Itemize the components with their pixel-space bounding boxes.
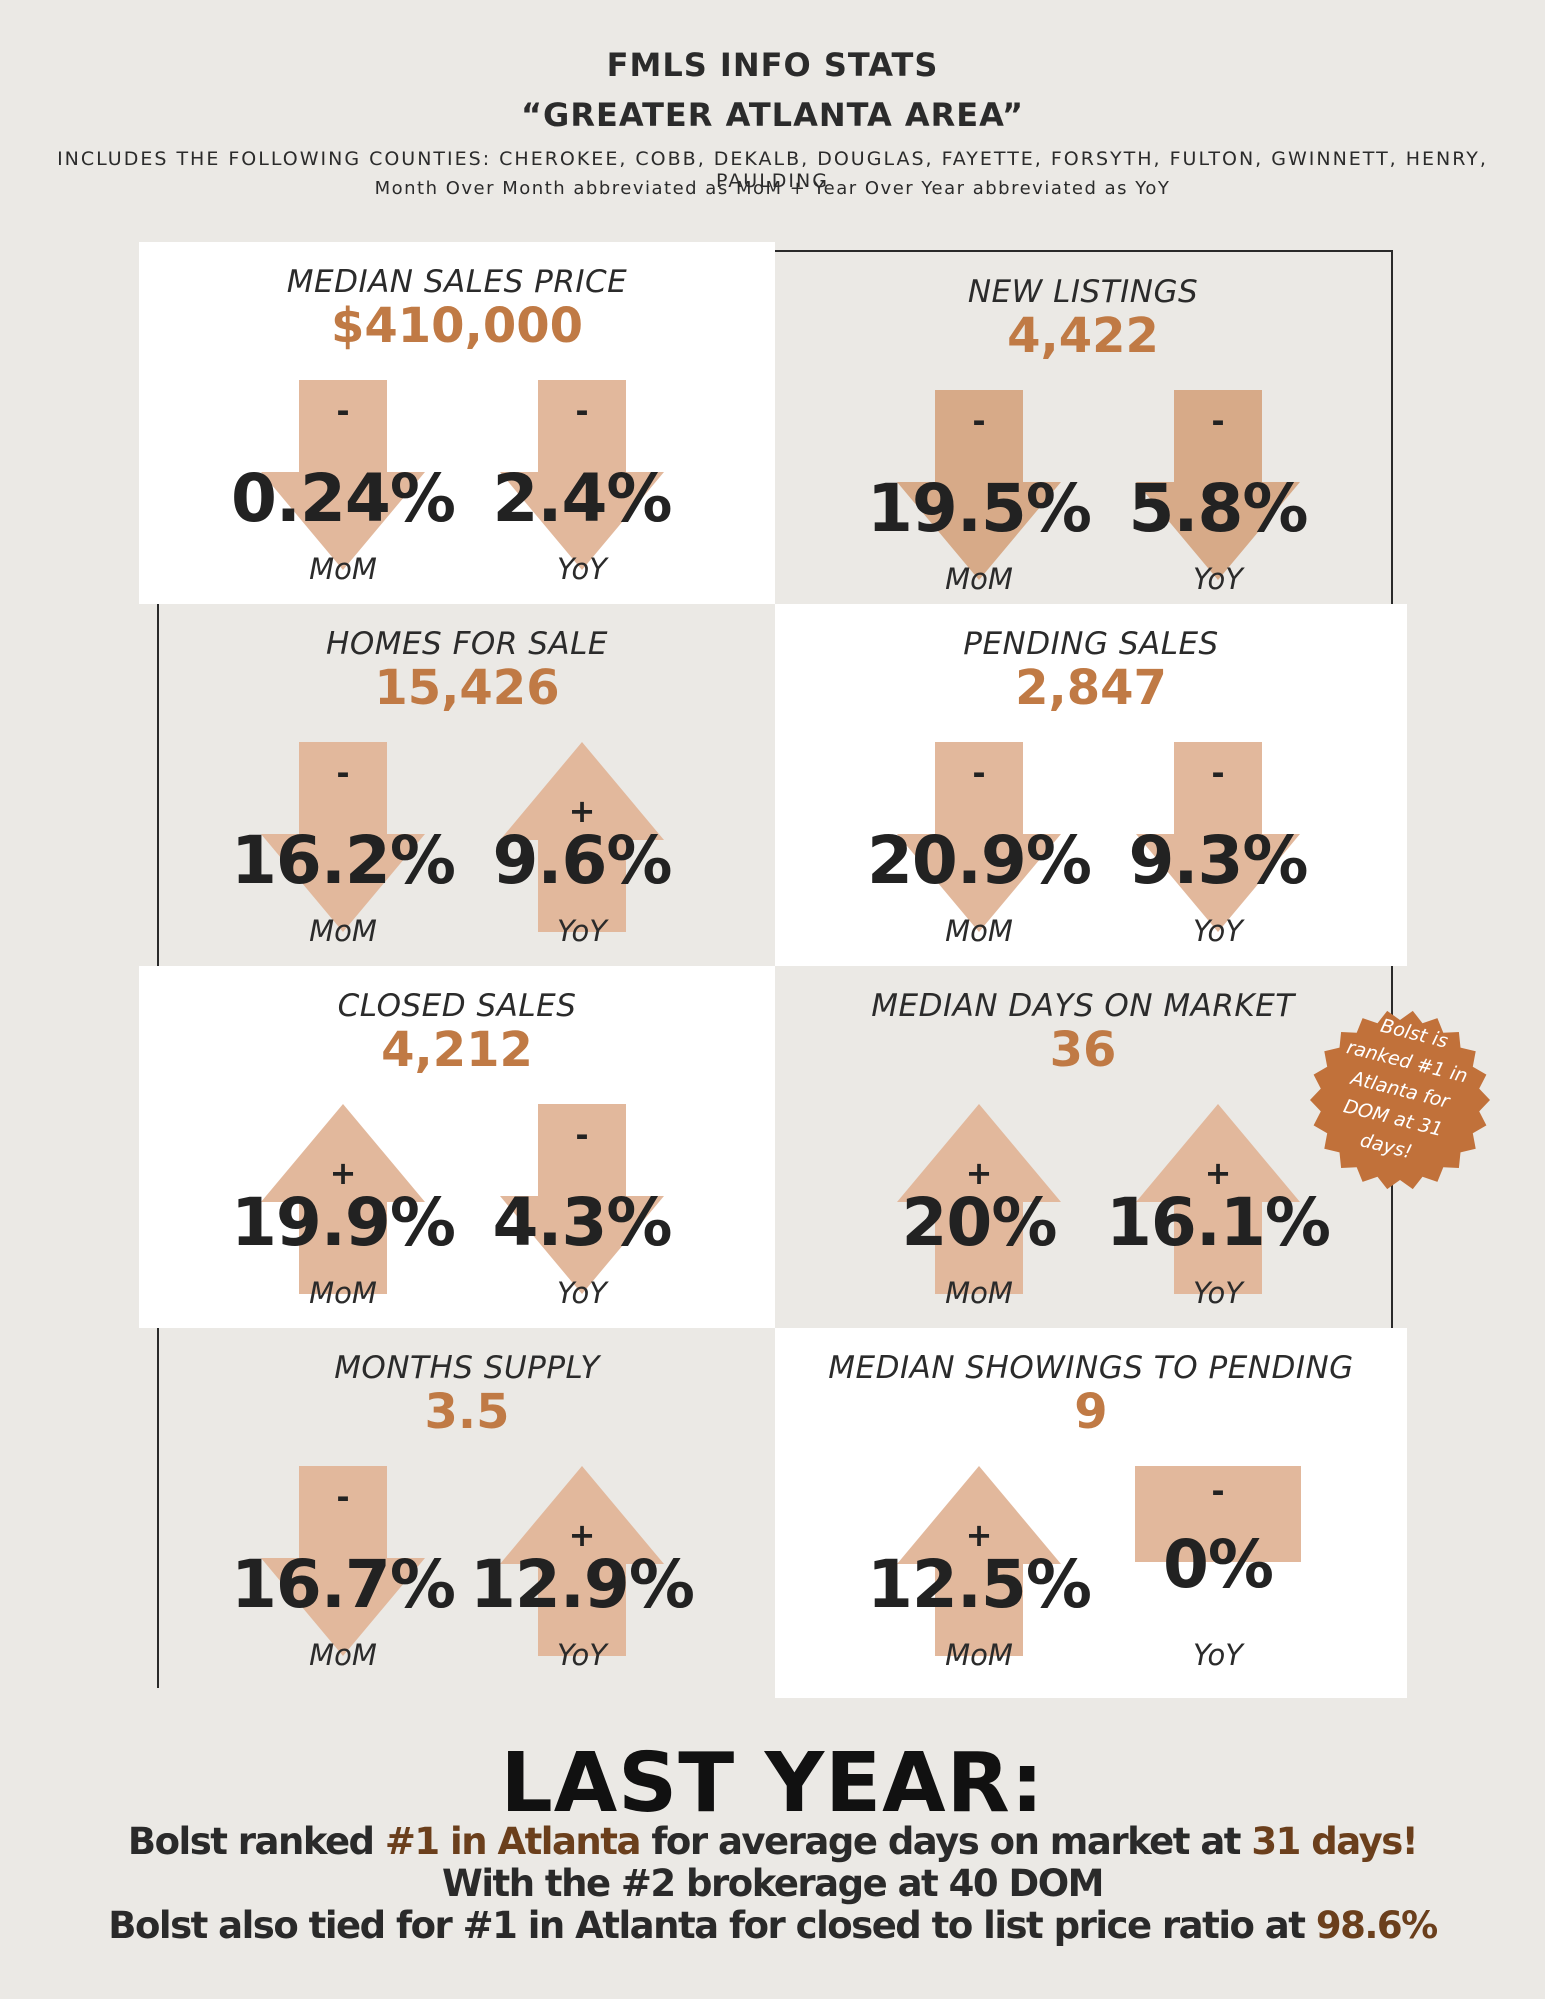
yoy-indicator: +12.9% YoY <box>470 1466 695 1686</box>
change-percent: 19.9% <box>231 1184 456 1261</box>
yoy-indicator: - 0% YoY <box>1118 1466 1318 1686</box>
change-sign: + <box>1204 1154 1232 1192</box>
last-year-title: LAST YEAR: <box>500 1736 1045 1831</box>
abbreviation-note: Month Over Month abbreviated as MoM + Ye… <box>374 178 1171 199</box>
change-sign: + <box>965 1516 993 1554</box>
stat-title: MEDIAN DAYS ON MARKET <box>871 988 1295 1024</box>
period-label: MoM <box>309 1638 377 1672</box>
change-sign: - <box>336 1478 350 1516</box>
change-sign: - <box>336 754 350 792</box>
change-percent: 19.5% <box>867 470 1092 547</box>
change-percent: 16.1% <box>1106 1184 1331 1261</box>
stat-title: MEDIAN SALES PRICE <box>286 264 628 300</box>
change-percent: 9.3% <box>1128 822 1308 899</box>
change-sign: + <box>568 792 596 830</box>
last-year-line-1: Bolst ranked #1 in Atlanta for average d… <box>127 1820 1419 1863</box>
change-sign: + <box>329 1154 357 1192</box>
period-label: YoY <box>557 1638 607 1672</box>
period-label: YoY <box>1193 1276 1243 1310</box>
change-percent: 5.8% <box>1128 470 1308 547</box>
change-percent: 2.4% <box>492 460 672 537</box>
change-sign: - <box>972 754 986 792</box>
change-percent: 20.9% <box>867 822 1092 899</box>
period-label: MoM <box>309 914 377 948</box>
last-year-line-2: With the #2 brokerage at 40 DOM <box>442 1862 1104 1905</box>
stat-card-months-supply: MONTHS SUPPLY 3.5 - 16.7% MoM +12.9% YoY <box>159 1328 775 1688</box>
stat-card-median-sales-price: MEDIAN SALES PRICE $410,000 - 0.24% MoM - 2.4%… <box>139 242 775 604</box>
stat-card-homes-for-sale: HOMES FOR SALE 15,426- 16.2% MoM +9.6% YoY <box>159 604 775 966</box>
mom-indicator: - 16.7% MoM <box>231 1466 456 1686</box>
stat-title: MONTHS SUPPLY <box>334 1350 600 1386</box>
period-label: YoY <box>557 914 607 948</box>
stat-value: 2,847 <box>1015 660 1167 716</box>
last-year-line-3: Bolst also tied for #1 in Atlanta for cl… <box>108 1904 1438 1947</box>
stat-title: HOMES FOR SALE <box>326 626 608 662</box>
change-percent: 9.6% <box>492 822 672 899</box>
yoy-indicator: - 9.3% YoY <box>1118 742 1318 962</box>
yoy-indicator: +9.6% YoY <box>482 742 682 962</box>
stat-value: $410,000 <box>330 298 584 354</box>
change-percent: 12.9% <box>470 1546 695 1623</box>
change-sign: - <box>1211 754 1225 792</box>
change-sign: - <box>575 392 589 430</box>
mom-indicator: - 20.9% MoM <box>867 742 1092 962</box>
yoy-indicator: - 5.8% YoY <box>1118 390 1318 610</box>
mom-indicator: - 0.24% MoM <box>231 380 456 600</box>
change-sign: - <box>1211 402 1225 440</box>
change-percent: 20% <box>901 1184 1058 1261</box>
change-sign: + <box>568 1516 596 1554</box>
stat-card-closed-sales: CLOSED SALES 4,212 +19.9% MoM - 4.3% YoY <box>139 966 775 1328</box>
mom-indicator: +12.5% MoM <box>867 1466 1092 1686</box>
change-sign: + <box>965 1154 993 1192</box>
yoy-indicator: - 4.3% YoY <box>482 1104 682 1324</box>
stat-value: 4,422 <box>1007 308 1159 364</box>
starburst-badge-icon <box>1310 1010 1490 1190</box>
period-label: MoM <box>945 562 1013 596</box>
stat-title: CLOSED SALES <box>337 988 577 1024</box>
period-label: YoY <box>1193 562 1243 596</box>
yoy-indicator: +16.1% YoY <box>1106 1104 1331 1324</box>
stat-card-median-showings-to-pending: MEDIAN SHOWINGS TO PENDING 9 +12.5% MoM - 0% Y… <box>775 1328 1407 1698</box>
page-title: FMLS INFO STATS <box>606 46 939 84</box>
period-label: YoY <box>557 1276 607 1310</box>
period-label: YoY <box>1193 1638 1243 1672</box>
change-percent: 12.5% <box>867 1546 1092 1623</box>
stat-value: 9 <box>1074 1384 1108 1440</box>
change-percent: 4.3% <box>492 1184 672 1261</box>
mom-indicator: +20% MoM <box>879 1104 1079 1324</box>
stat-title: MEDIAN SHOWINGS TO PENDING <box>828 1350 1354 1386</box>
stat-title: NEW LISTINGS <box>967 274 1199 310</box>
change-sign: - <box>972 402 986 440</box>
change-percent: 16.2% <box>231 822 456 899</box>
stat-value: 36 <box>1049 1022 1117 1078</box>
stat-value: 15,426 <box>374 660 560 716</box>
stat-card-new-listings: NEW LISTINGS 4,422-19.5% MoM -5.8% YoY <box>775 252 1391 604</box>
period-label: MoM <box>309 1276 377 1310</box>
change-sign: - <box>336 392 350 430</box>
change-percent: 0% <box>1162 1526 1274 1603</box>
stat-value: 4,212 <box>381 1022 533 1078</box>
stat-value: 3.5 <box>424 1384 510 1440</box>
change-percent: 16.7% <box>231 1546 456 1623</box>
period-label: MoM <box>309 552 377 586</box>
change-percent: 0.24% <box>231 460 456 537</box>
mom-indicator: - 19.5% MoM <box>867 390 1092 610</box>
period-label: MoM <box>945 1276 1013 1310</box>
stat-card-median-days-on-market: MEDIAN DAYS ON MARKET 36 +20% MoM +16.1% YoY <box>775 966 1391 1328</box>
change-sign: - <box>575 1116 589 1154</box>
stat-card-pending-sales: PENDING SALES 2,847-20.9% MoM -9.3% YoY <box>775 604 1407 966</box>
period-label: YoY <box>1193 914 1243 948</box>
period-label: MoM <box>945 1638 1013 1672</box>
period-label: YoY <box>557 552 607 586</box>
mom-indicator: - 16.2% MoM <box>231 742 456 962</box>
mom-indicator: +19.9% MoM <box>231 1104 456 1324</box>
page-subtitle: “GREATER ATLANTA AREA” <box>521 96 1024 134</box>
counties-note: INCLUDES THE FOLLOWING COUNTIES: CHEROKE… <box>57 148 1488 192</box>
change-sign: - <box>1211 1472 1225 1510</box>
period-label: MoM <box>945 914 1013 948</box>
stat-title: PENDING SALES <box>963 626 1219 662</box>
yoy-indicator: - 2.4% YoY <box>482 380 682 600</box>
